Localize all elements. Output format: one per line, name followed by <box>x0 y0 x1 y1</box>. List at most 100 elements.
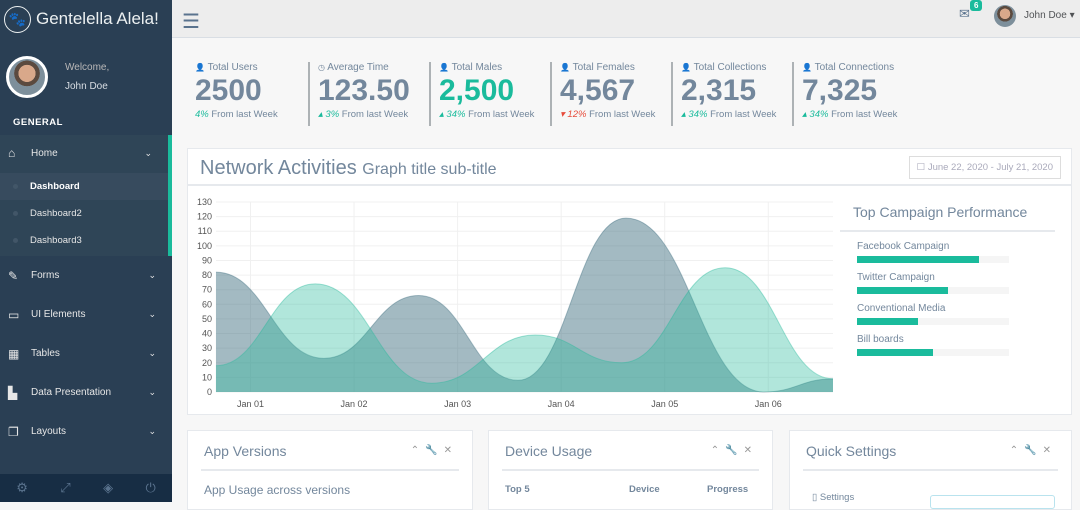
stat-tile: 👤 Total Collections 2,315 ▴ 34% From las… <box>671 62 792 126</box>
stat-tile: 👤 Total Females 4,567 ▾ 12% From last We… <box>550 62 671 126</box>
top-nav: ☰ ✉ 6 John Doe ▾ <box>172 0 1080 38</box>
date-range: June 22, 2020 - July 21, 2020 <box>927 162 1053 173</box>
network-chart: 0 10 20 30 40 50 60 70 80 90 100 110 120 130 Jan 01 Jan… <box>197 197 834 409</box>
sidebar-item-layouts[interactable]: ❐ Layouts ⌄ <box>0 412 172 451</box>
user-icon: 👤 <box>560 63 570 72</box>
y-tick-label: 110 <box>198 226 212 236</box>
desktop-icon: ▭ <box>8 307 20 322</box>
campaign-item: Facebook Campaign <box>857 241 1070 263</box>
label: Home <box>31 147 58 159</box>
tile-title: Total Collections <box>693 62 767 73</box>
edit-icon: ✎ <box>8 268 19 283</box>
calendar-icon: ▯ <box>812 492 818 503</box>
campaign-performance: Top Campaign Performance Facebook Campai… <box>840 195 1070 356</box>
y-tick-label: 30 <box>202 343 212 353</box>
stat-tile: 👤 Total Connections 7,325 ▴ 34% From las… <box>792 62 913 126</box>
sidebar-item-dashboard[interactable]: Dashboard <box>0 173 168 200</box>
home-icon: ⌂ <box>8 146 16 160</box>
tile-suffix: From last Week <box>465 109 535 120</box>
brand-link[interactable]: 🐾 Gentelella Alela! <box>0 0 172 38</box>
panel-title: Quick Settings <box>806 443 897 459</box>
sidebar-item-home[interactable]: ⌂ Home ⌄ <box>0 135 172 171</box>
collapse-icon[interactable]: ⌃ <box>710 445 726 456</box>
progress-bar <box>857 287 1009 294</box>
bar-chart-icon: ▙ <box>8 385 18 400</box>
sidebar: 🐾 Gentelella Alela! Welcome, John Doe GENE… <box>0 0 172 502</box>
tile-value: 4,567 <box>560 74 636 107</box>
series-line-0 <box>215 217 834 393</box>
y-tick-label: 80 <box>202 270 212 280</box>
sidebar-item-forms[interactable]: ✎ Forms ⌄ <box>0 256 172 295</box>
chevron-down-icon: ⌄ <box>148 348 156 358</box>
title: Network Activities <box>200 157 357 179</box>
tile-change: 34% <box>688 109 708 120</box>
stat-tile: 👤 Total Users 2500 4% From last Week <box>187 62 308 126</box>
series-line-1 <box>215 267 834 384</box>
power-off-icon[interactable]: ⏻ <box>145 480 156 495</box>
tile-value: 7,325 <box>802 74 878 107</box>
wrench-icon[interactable]: 🔧 <box>725 445 744 456</box>
sidebar-item-tables[interactable]: ▦ Tables ⌄ <box>0 334 172 373</box>
sidebar-item-dashboard2[interactable]: Dashboard2 <box>0 200 168 227</box>
y-tick-label: 40 <box>202 329 212 339</box>
search-input[interactable] <box>930 495 1055 509</box>
sidebar-item-ui-elements[interactable]: ▭ UI Elements ⌄ <box>0 295 172 334</box>
settings-link[interactable]: ▯ Settings <box>812 492 854 503</box>
tile-title: Total Connections <box>814 62 895 73</box>
chevron-down-icon: ⌄ <box>144 147 152 158</box>
tile-value: 2500 <box>195 74 262 107</box>
tile-suffix: From last Week <box>208 109 278 120</box>
quick-settings-panel: Quick Settings ⌃🔧✕ ▯ Settings <box>789 430 1072 510</box>
user-avatar[interactable] <box>994 5 1016 27</box>
close-icon[interactable]: ✕ <box>1042 445 1057 456</box>
envelope-icon[interactable]: ✉ <box>959 6 970 21</box>
label: Forms <box>31 270 60 281</box>
label: Layouts <box>31 426 67 437</box>
tile-change: 34% <box>809 109 829 120</box>
menu-toggle-icon[interactable]: ☰ <box>182 11 200 33</box>
tile-change: 34% <box>446 109 466 120</box>
sidebar-item-data-presentation[interactable]: ▙ Data Presentation ⌄ <box>0 373 172 412</box>
chevron-down-icon: ⌄ <box>148 387 156 397</box>
user-icon: 👤 <box>802 63 812 72</box>
progress-fill <box>857 287 949 294</box>
fullscreen-icon[interactable]: ⤢ <box>60 480 71 495</box>
user-menu[interactable]: John Doe ▾ <box>1024 10 1075 21</box>
collapse-icon[interactable]: ⌃ <box>1009 445 1025 456</box>
x-tick-label: Jan 03 <box>444 399 471 409</box>
column-header: Progress <box>707 484 749 495</box>
sidebar-item-dashboard3[interactable]: Dashboard3 <box>0 227 168 254</box>
welcome-text: Welcome, <box>65 62 110 73</box>
campaign-item: Bill boards <box>857 334 1070 356</box>
date-range-picker[interactable]: ☐ June 22, 2020 - July 21, 2020 <box>908 156 1061 179</box>
panel-title: Network Activities Graph title sub-title <box>200 157 497 180</box>
stat-tile: 👤 Total Males 2,500 ▴ 34% From last Week <box>429 62 550 126</box>
campaign-label: Facebook Campaign <box>857 241 950 252</box>
x-tick-label: Jan 01 <box>237 399 264 409</box>
tile-title: Total Females <box>572 62 635 73</box>
table-icon: ▦ <box>8 346 20 361</box>
label: Tables <box>31 348 60 359</box>
chevron-down-icon: ⌄ <box>148 309 156 319</box>
close-icon[interactable]: ✕ <box>743 445 758 456</box>
panel-title: Device Usage <box>505 443 593 459</box>
y-tick-label: 20 <box>202 358 212 368</box>
progress-fill <box>857 256 979 263</box>
settings-icon[interactable]: ⚙ <box>16 480 28 495</box>
panel-title: App Versions <box>204 443 287 459</box>
y-tick-label: 60 <box>202 299 212 309</box>
app-versions-panel: App Versions ⌃🔧✕ App Usage across versio… <box>187 430 473 510</box>
close-icon[interactable]: ✕ <box>443 445 458 456</box>
tile-suffix: From last Week <box>707 109 777 120</box>
user-icon: 👤 <box>195 63 205 72</box>
progress-fill <box>857 318 918 325</box>
wrench-icon[interactable]: 🔧 <box>1024 445 1043 456</box>
y-tick-label: 130 <box>197 197 212 207</box>
subtitle: Graph title sub-title <box>362 161 497 178</box>
collapse-icon[interactable]: ⌃ <box>410 445 426 456</box>
wrench-icon[interactable]: 🔧 <box>425 445 444 456</box>
eye-slash-icon[interactable]: ◈ <box>103 480 114 495</box>
y-tick-label: 70 <box>202 285 212 295</box>
brand-title: Gentelella Alela! <box>36 9 159 28</box>
x-tick-label: Jan 02 <box>341 399 368 409</box>
